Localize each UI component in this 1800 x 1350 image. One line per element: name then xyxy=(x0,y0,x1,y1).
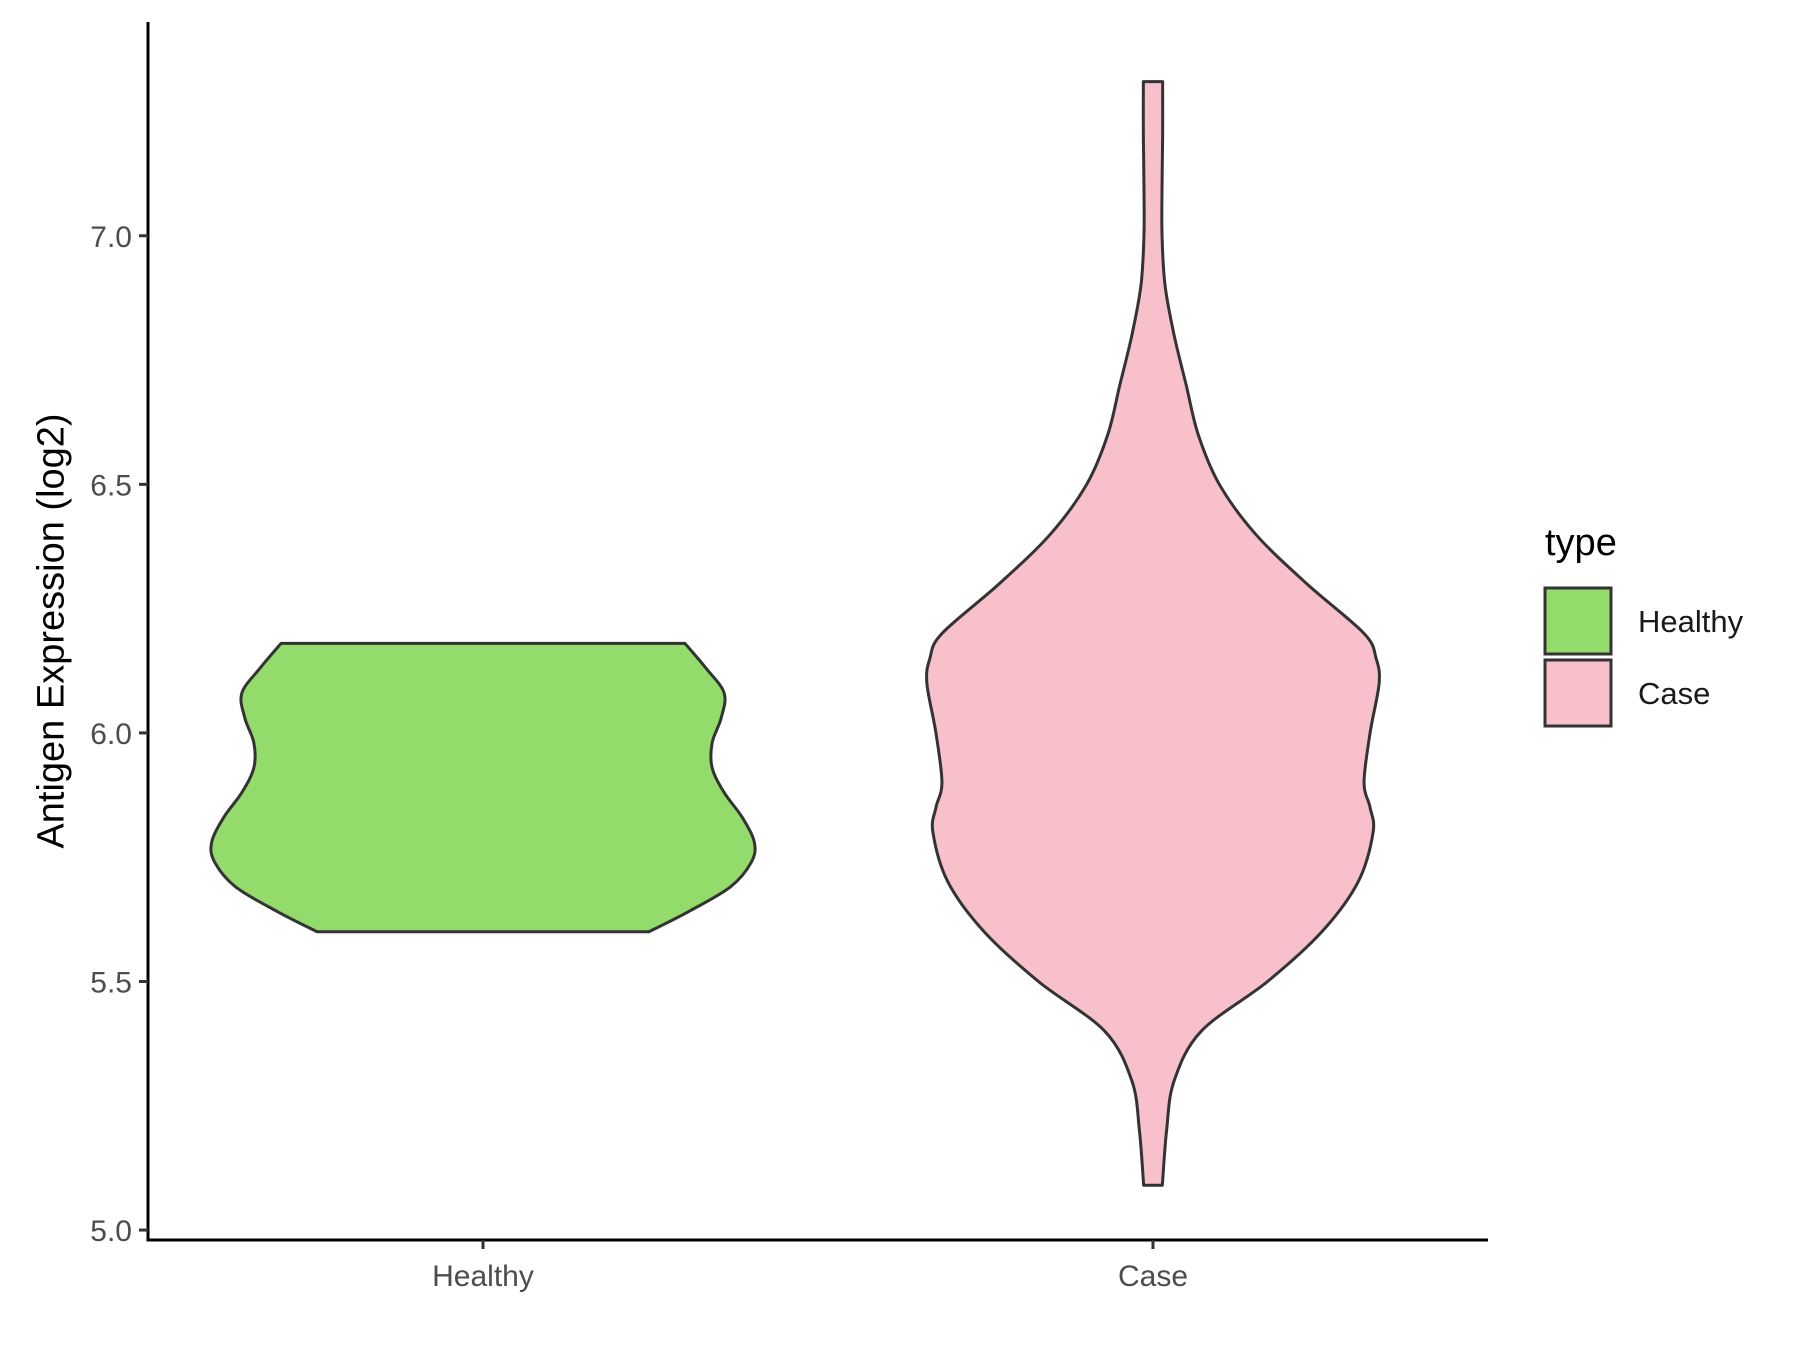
violin-healthy xyxy=(209,641,757,934)
y-axis-title: Antigen Expression (log2) xyxy=(30,413,72,848)
x-tick-label: Healthy xyxy=(432,1260,534,1293)
axes-layer xyxy=(146,22,1488,1242)
y-tick-label: 5.5 xyxy=(90,966,132,999)
violins-layer xyxy=(209,80,1381,1187)
y-tick-label: 5.0 xyxy=(90,1215,132,1248)
legend-title: type xyxy=(1545,522,1617,564)
legend-swatch-healthy xyxy=(1543,586,1613,656)
legend-label-healthy: Healthy xyxy=(1638,604,1744,639)
legend: type Healthy Case xyxy=(1543,522,1744,728)
legend-label-case: Case xyxy=(1638,676,1710,711)
x-ticks: Healthy Case xyxy=(432,1240,1188,1293)
y-ticks: 5.0 5.5 6.0 6.5 7.0 xyxy=(90,221,148,1248)
y-tick-label: 6.0 xyxy=(90,718,132,751)
legend-swatch-case xyxy=(1543,658,1613,728)
y-tick-label: 6.5 xyxy=(90,469,132,502)
legend-items: Healthy Case xyxy=(1543,586,1744,728)
violin-case xyxy=(925,80,1381,1187)
x-tick-label: Case xyxy=(1118,1260,1188,1293)
y-tick-label: 7.0 xyxy=(90,221,132,254)
